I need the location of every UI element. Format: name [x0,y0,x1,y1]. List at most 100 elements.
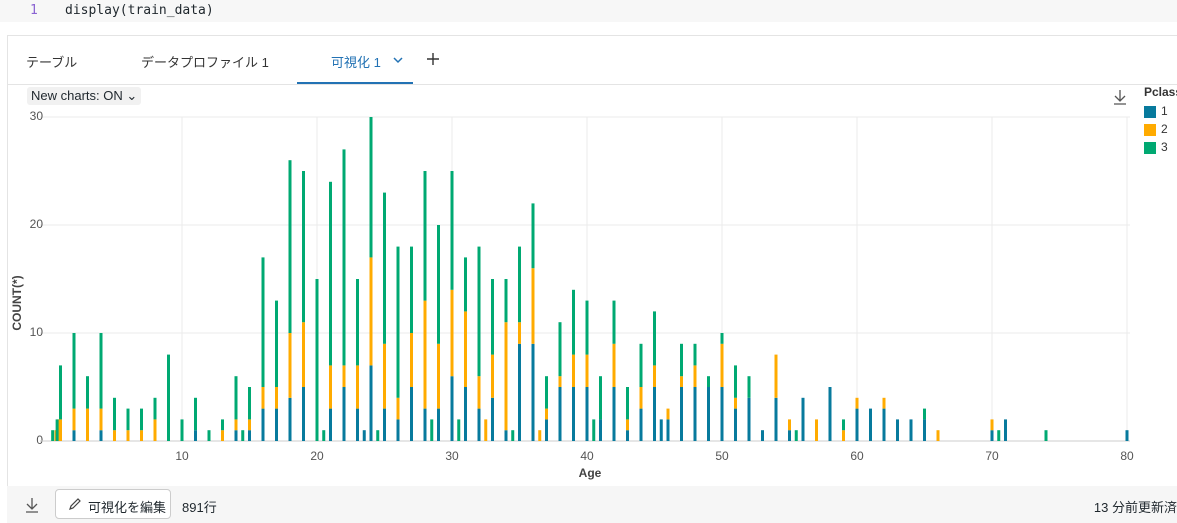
add-tab-icon[interactable] [426,52,440,66]
bar-segment [788,419,791,431]
code-text: display(train_data) [65,3,214,18]
bar-segment [599,419,602,441]
bar-segment [275,408,278,441]
bar-segment [666,419,670,441]
y-tick-label: 0 [36,433,43,447]
bar-segment [720,343,724,387]
bar-segment [882,408,886,441]
legend-swatch [1144,124,1156,136]
bar-segment [639,408,643,441]
bar-segment [194,397,197,431]
bar-segment [842,419,845,431]
tab-active[interactable]: 可視化 1 [331,55,381,70]
bar-segment [464,387,467,441]
bar-segment [855,397,859,409]
bar-segment [167,354,170,441]
bar-segment [491,279,494,355]
cell-border [7,35,8,523]
chart: Age COUNT(*) Pclass 0 10 20 30 10 20 30 40 50 60 7… [10,85,1177,480]
bar-segment [396,246,400,398]
bar-segment [376,430,380,441]
bar-segment [734,365,737,398]
bar-segment [302,387,305,441]
bar-segment [207,430,211,441]
bar-segment [896,419,899,441]
bar-segment [626,387,629,420]
bar-segment [585,300,589,355]
bar-segment [734,397,737,409]
bar-segment [342,149,346,366]
bar-segment [511,430,515,441]
updated-time: 13 分前更新済 [1093,500,1177,515]
bar-segment [437,343,440,409]
bar-segment [572,354,575,387]
bar-segment [774,397,778,441]
bar-segment [518,343,521,441]
bar-segment [342,365,346,387]
bar-segment [113,430,116,441]
bar-segment [248,419,251,431]
bar-segment [545,376,548,409]
bar-segment [666,408,670,420]
footer-download-icon[interactable] [24,497,40,513]
bar-segment [248,430,251,441]
bar-segment [383,343,386,409]
bar-segment [302,322,305,387]
bar-segment [558,322,562,377]
bar-segment [572,289,575,355]
tab-underline [297,82,413,85]
bar-segment [450,289,454,377]
bar-segment [504,322,508,431]
bar-segment [693,365,697,387]
bar-segment [680,343,683,377]
bar-segment [342,387,346,441]
bar-segment [653,311,656,366]
tab[interactable]: データプロファイル 1 [141,55,269,70]
bar-segment [275,300,278,387]
row-count: 891行 [182,500,217,515]
bar-segment [612,300,616,344]
code-cell: 1 display(train_data) [0,0,1177,22]
new-charts-toggle[interactable]: New charts: ON ⌄ [27,87,142,105]
bar-segment [882,397,886,409]
bar-segment [423,300,427,409]
bar-segment [747,397,751,441]
bar-segment [356,408,359,441]
bar-segment [720,387,724,441]
footer [7,486,1177,523]
bar-segment [261,408,265,441]
bar-segment [234,376,238,420]
tab[interactable]: テーブル [26,55,78,70]
bar-segment [329,408,332,441]
bar-segment [99,430,103,441]
bar-segment [653,387,656,441]
bar-segment [1044,430,1048,441]
bar-segment [288,397,292,441]
bar-segment [383,408,386,441]
bar-segment [599,376,602,420]
bar-segment [558,387,562,441]
bar-segment [747,376,751,398]
x-tick-label: 40 [580,449,594,463]
edit-button[interactable]: 可視化を編集 [55,489,171,519]
download-icon[interactable] [1114,90,1126,105]
bar-segment [477,408,481,441]
bar-segment [693,387,697,441]
bar-segment [612,387,616,441]
bar-segment [383,192,386,344]
bar-segment [734,408,737,441]
bar-segment [518,322,521,344]
bar-segment [180,419,184,441]
bar-segment [261,257,265,387]
bar-segment [72,430,76,441]
bar-segment [909,419,913,441]
bar-segment [659,419,663,441]
tab-menu-icon[interactable] [392,54,404,66]
y-tick-label: 20 [30,217,44,231]
bar-segment [369,365,373,441]
bar-segment [221,419,224,431]
bar-segment [815,419,818,441]
bar-segment [86,408,89,441]
bar-segment [545,419,548,441]
x-tick-label: 10 [175,449,189,463]
